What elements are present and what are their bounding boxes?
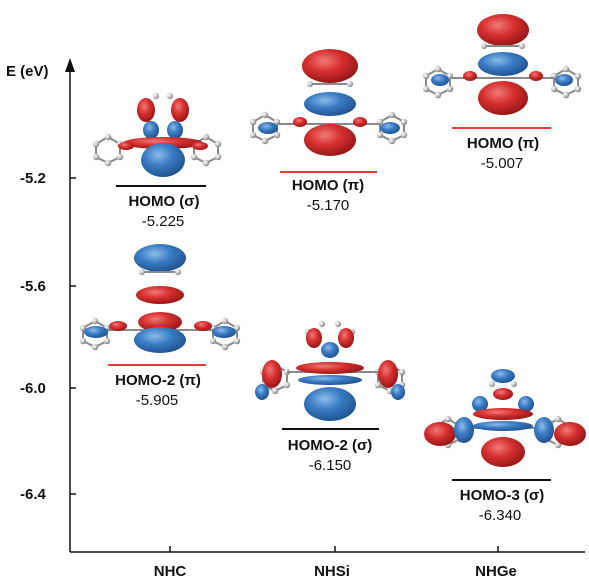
orbital-nhc-homo2-pi [78, 244, 242, 353]
y-tick-label: -6.4 [20, 486, 47, 503]
level-name: HOMO-2 (π) [115, 372, 201, 389]
y-ticks: -5.2 -5.6 -6.0 -6.4 [20, 170, 76, 503]
level-energy: -5.225 [142, 213, 185, 230]
level-name: HOMO-2 (σ) [288, 437, 372, 454]
orbital-nhc-homo-sigma [91, 93, 223, 177]
category-nhsi: NHSi [314, 563, 350, 580]
y-axis-arrow [65, 58, 75, 72]
level-name: HOMO-3 (σ) [460, 487, 544, 504]
level-energy: -5.170 [307, 197, 350, 214]
level-energy: -6.150 [309, 457, 352, 474]
level-name: HOMO (π) [292, 177, 364, 194]
orbital-nhsi-homo2-sigma [255, 321, 407, 421]
orbital-nhge-homo-pi [421, 14, 583, 115]
category-nhc: NHC [154, 563, 187, 580]
category-nhge: NHGe [475, 563, 517, 580]
level-name: HOMO (π) [467, 135, 539, 152]
y-axis-title: E (eV) [6, 63, 49, 80]
y-tick-label: -5.6 [20, 278, 46, 295]
y-tick-label: -5.2 [20, 170, 46, 187]
orbital-nhsi-homo-pi [248, 49, 409, 156]
level-name: HOMO (σ) [128, 193, 199, 210]
orbital-nhge-homo3-sigma [424, 369, 586, 467]
y-tick-label: -6.0 [20, 380, 46, 397]
x-ticks: NHC NHSi NHGe [154, 546, 517, 580]
level-energy: -5.007 [481, 155, 524, 172]
level-energy: -5.905 [136, 392, 179, 409]
level-energy: -6.340 [479, 507, 522, 524]
